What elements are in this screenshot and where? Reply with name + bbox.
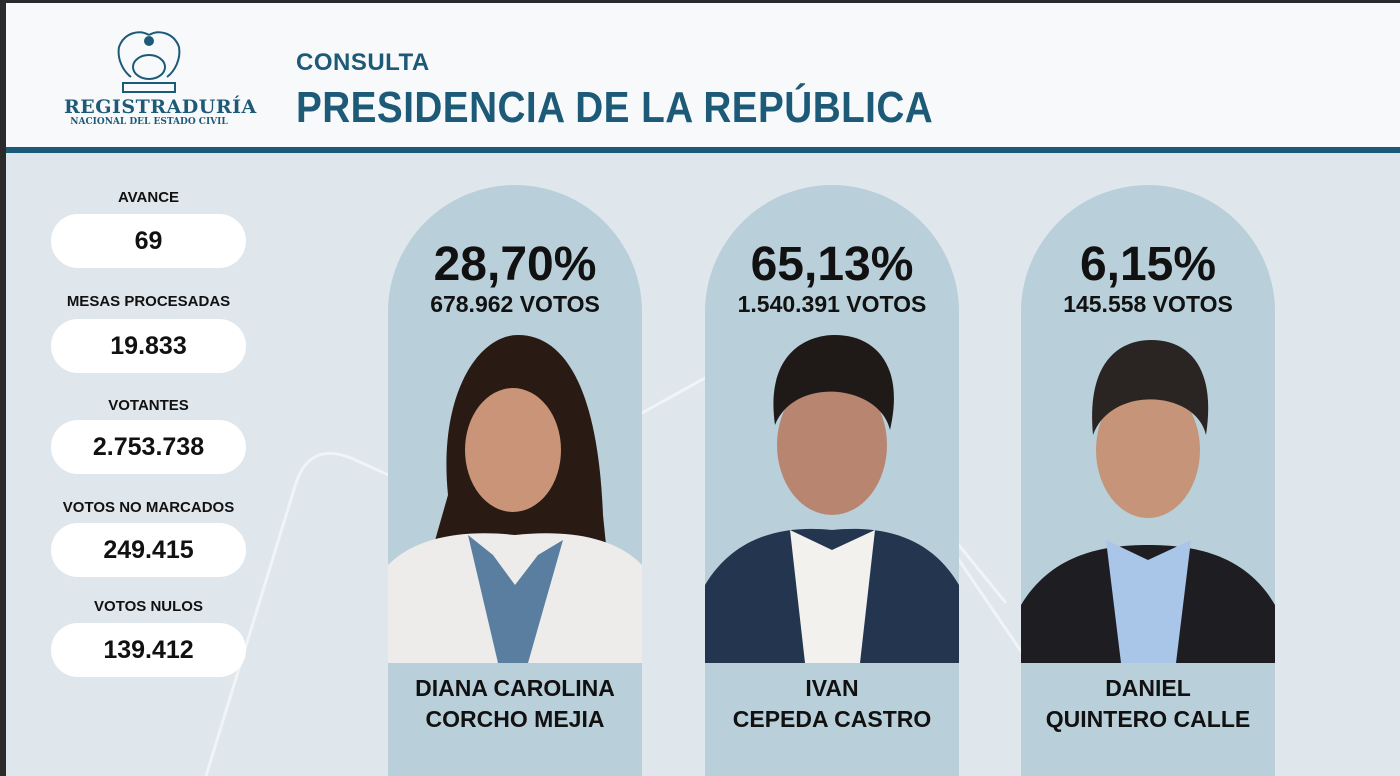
candidate-last-name: CEPEDA CASTRO [732, 706, 932, 732]
page-title: PRESIDENCIA DE LA REPÚBLICA [296, 83, 934, 132]
candidate-card: 6,15% 145.558 VOTOS DANIEL QUINTERO CALLE [1021, 185, 1275, 776]
coat-of-arms-icon [117, 31, 181, 93]
stat-label-votantes: VOTANTES [108, 397, 189, 414]
stat-value-avance: 69 [51, 214, 246, 268]
candidate-photo [705, 335, 959, 663]
candidate-first-name: IVAN [805, 675, 859, 701]
registraduria-logo: REGISTRADURÍA NACIONAL DEL ESTADO CIVIL [64, 27, 257, 127]
candidate-card: 28,70% 678.962 VOTOS DIANA CAROLINA CORCH… [388, 185, 642, 776]
candidate-name: DANIEL QUINTERO CALLE [1021, 673, 1275, 735]
stat-value-nulos: 139.412 [51, 623, 246, 677]
stat-label-no-marcados: VOTOS NO MARCADOS [62, 499, 235, 516]
candidate-percent: 6,15% [1079, 238, 1217, 291]
candidate-photo [1021, 340, 1275, 663]
stat-value-no-marcados: 249.415 [51, 523, 246, 577]
stat-value-mesas: 19.833 [51, 319, 246, 373]
stat-label-avance: AVANCE [117, 189, 180, 206]
candidate-first-name: DIANA CAROLINA [415, 675, 615, 701]
candidate-votes: 678.962 VOTOS [430, 291, 600, 317]
logo-subtext: NACIONAL DEL ESTADO CIVIL [70, 117, 228, 127]
stat-label-mesas: MESAS PROCESADAS [66, 293, 231, 310]
results-page: REGISTRADURÍA NACIONAL DEL ESTADO CIVIL … [6, 3, 1400, 776]
stat-label-nulos: VOTOS NULOS [94, 598, 203, 615]
candidate-last-name: QUINTERO CALLE [1045, 706, 1251, 732]
header: REGISTRADURÍA NACIONAL DEL ESTADO CIVIL … [6, 3, 1400, 153]
stat-value-votantes: 2.753.738 [51, 420, 246, 474]
candidate-percent: 28,70% [433, 238, 597, 291]
logo-text: REGISTRADURÍA [64, 96, 257, 118]
page-subtitle: CONSULTA [296, 49, 430, 76]
candidate-votes: 1.540.391 VOTOS [737, 291, 927, 317]
candidate-card: 65,13% 1.540.391 VOTOS IVAN CEPEDA CASTRO [705, 185, 959, 776]
candidate-votes: 145.558 VOTOS [1063, 291, 1233, 317]
candidate-name: IVAN CEPEDA CASTRO [705, 673, 959, 735]
candidate-name: DIANA CAROLINA CORCHO MEJIA [388, 673, 642, 735]
candidate-photo [388, 335, 642, 663]
candidate-percent: 65,13% [750, 238, 914, 291]
candidate-first-name: DANIEL [1105, 675, 1191, 701]
candidate-last-name: CORCHO MEJIA [425, 706, 605, 732]
